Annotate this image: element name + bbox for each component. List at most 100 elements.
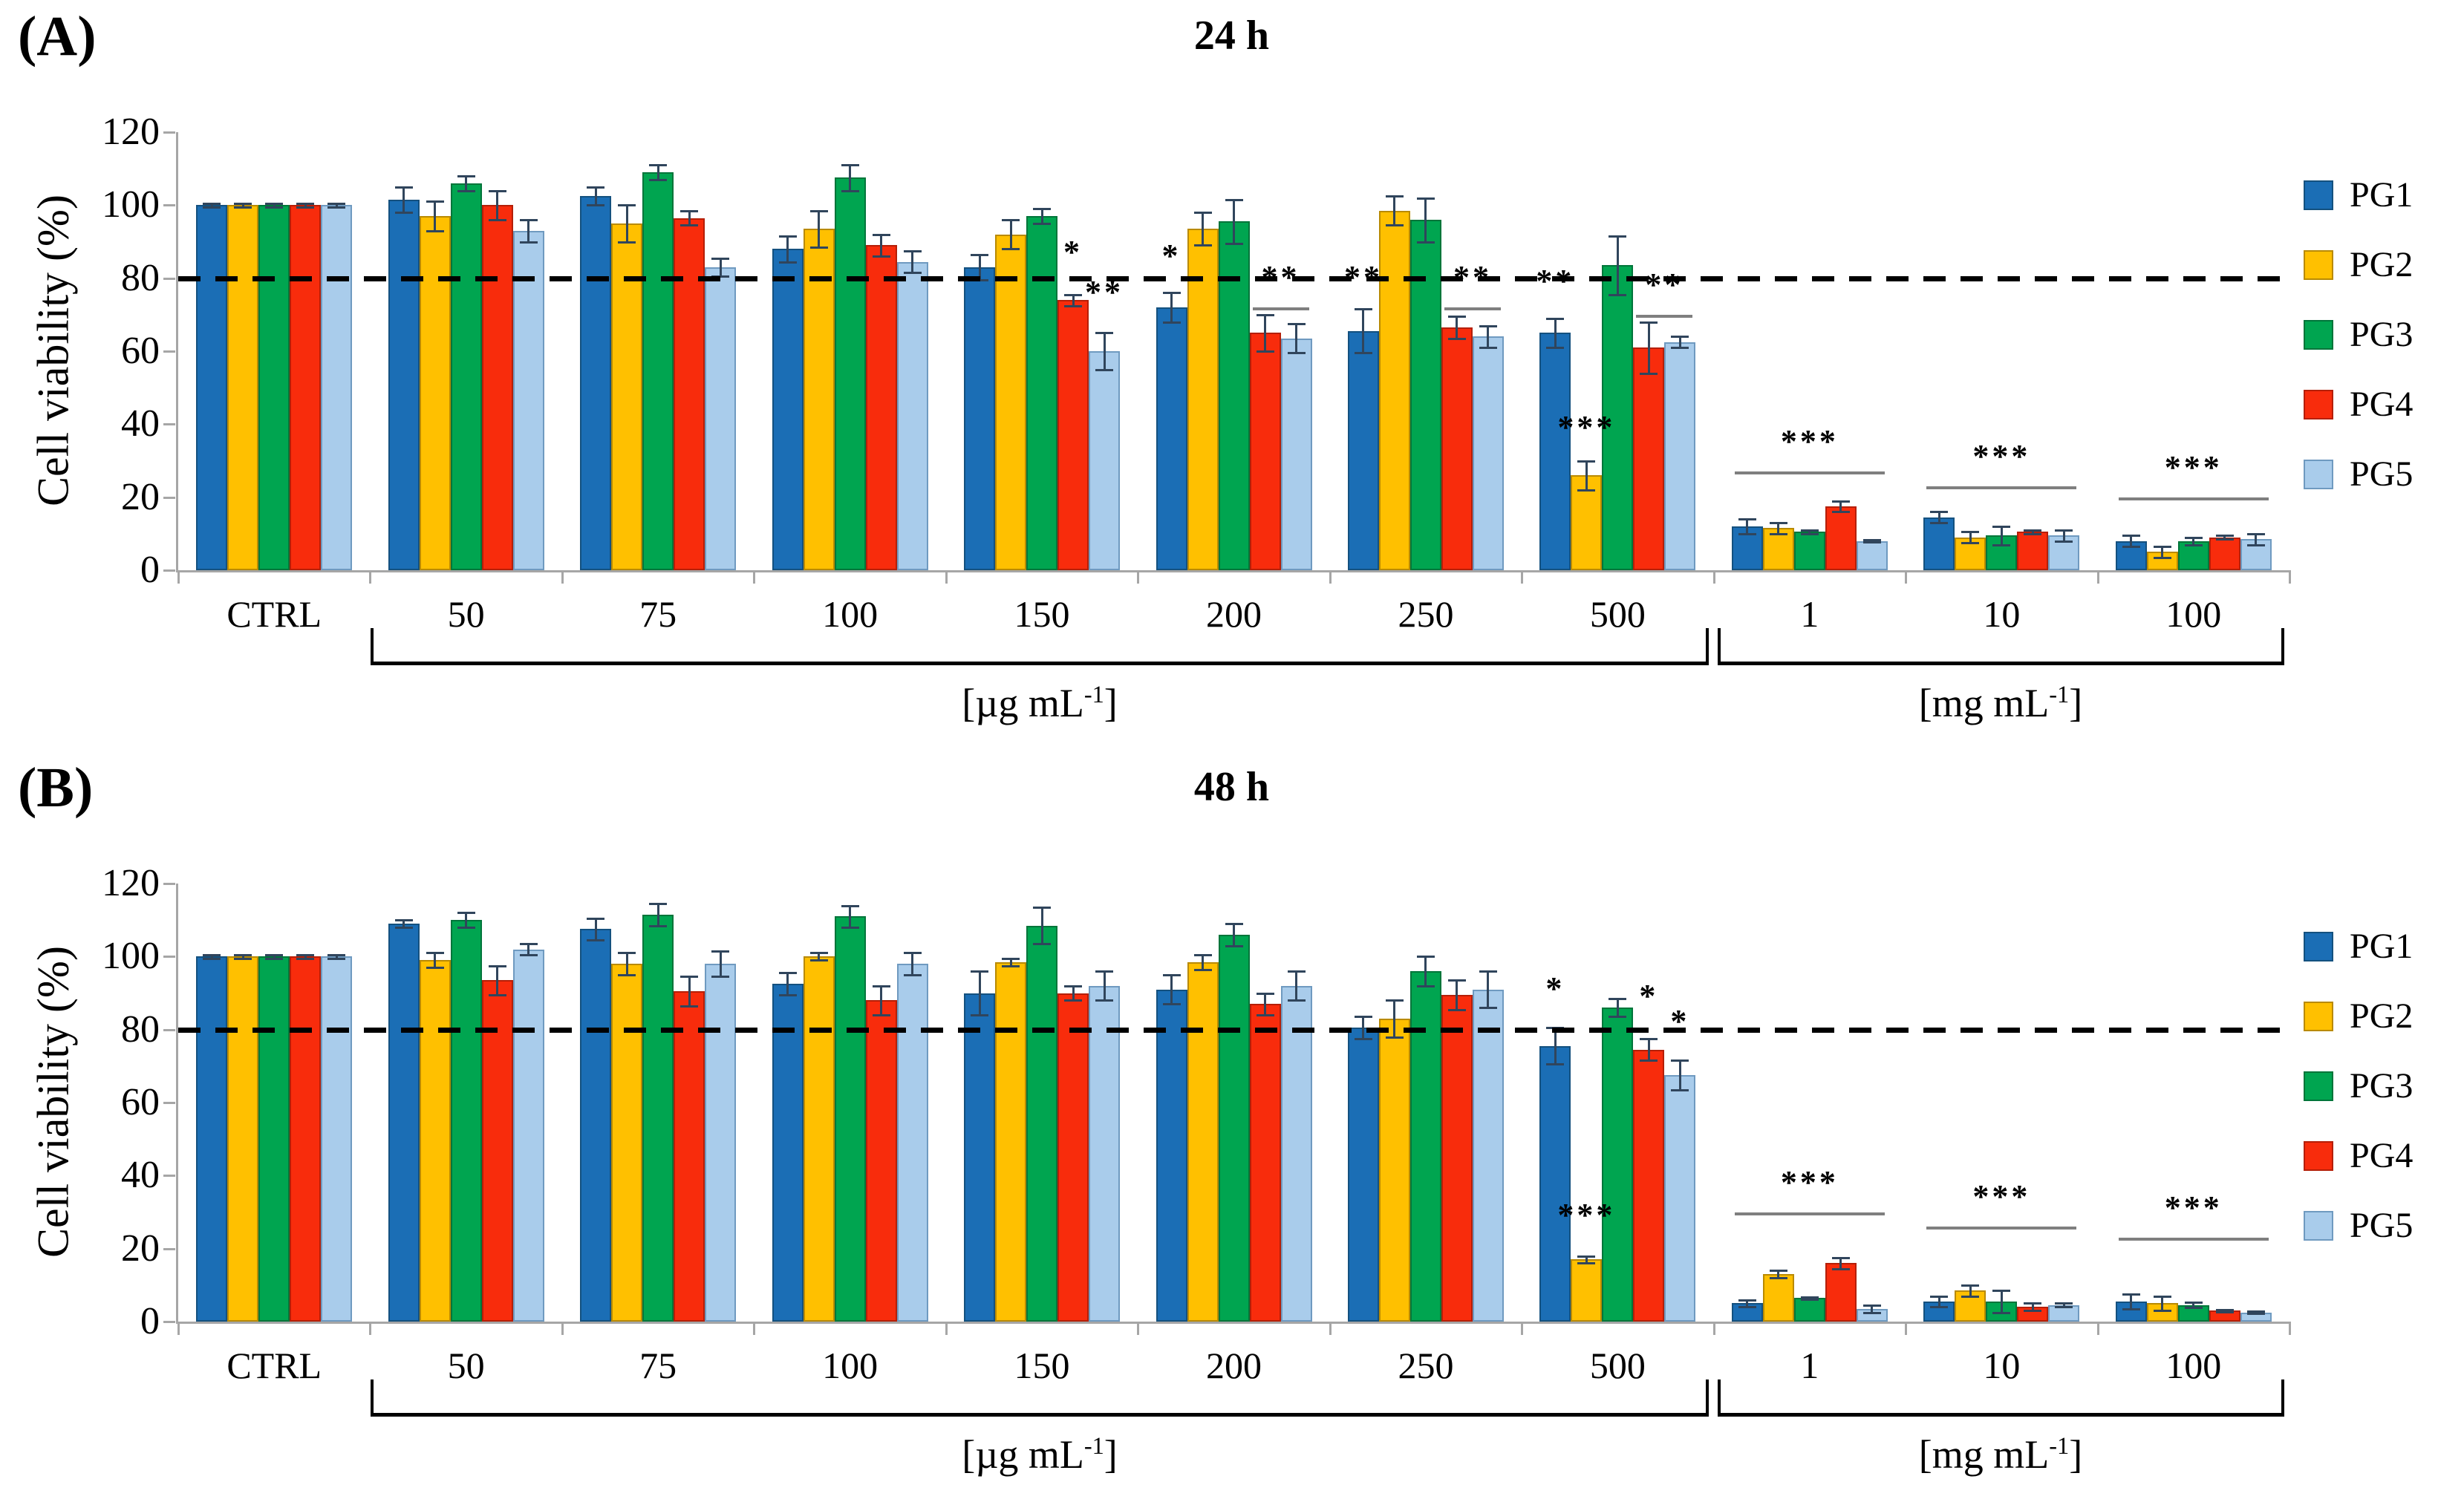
error-bar-cap <box>1225 198 1243 201</box>
mg-unit-sup: -1 <box>2049 682 2070 708</box>
error-bar <box>2062 1303 2065 1307</box>
bar-pg5-1 <box>1856 541 1888 570</box>
error-bar <box>210 203 213 207</box>
error-bar <box>1585 460 1588 490</box>
error-bar <box>625 953 628 975</box>
error-bar <box>1678 336 1681 348</box>
significance-line <box>1734 1212 1885 1215</box>
legend-label: PG3 <box>2350 315 2414 354</box>
error-bar <box>1393 196 1396 226</box>
panel-b-label: (B) <box>18 757 94 819</box>
error-bar <box>2223 535 2226 540</box>
error-bar-cap <box>203 957 221 960</box>
error-bar-cap <box>519 953 538 956</box>
error-bar-cap <box>234 957 252 960</box>
y-tick-label: 80 <box>121 1008 160 1051</box>
y-tick-mark <box>163 1175 175 1178</box>
error-bar <box>1424 197 1427 242</box>
legend: PG1 PG2 PG3 PG4 PG5 <box>2304 175 2414 527</box>
error-bar-cap <box>1961 1295 1980 1298</box>
error-bar <box>1746 1299 1749 1307</box>
bar-pg4-200 <box>1249 1004 1281 1322</box>
error-bar-cap <box>488 993 506 996</box>
x-category-label: 10 <box>1983 593 2021 635</box>
error-bar-cap <box>457 912 475 915</box>
ug-unit-close: ] <box>1104 681 1118 725</box>
bar-pg3-CTRL <box>258 956 290 1322</box>
error-bar-cap <box>1831 1267 1850 1270</box>
error-bar <box>335 203 338 207</box>
error-bar-cap <box>649 164 668 167</box>
error-bar <box>2130 1294 2133 1309</box>
x-tick-mark <box>1712 1322 1715 1335</box>
bar-pg2-200 <box>1187 229 1219 570</box>
error-bar-cap <box>1095 999 1114 1002</box>
bar-pg4-500 <box>1633 347 1665 570</box>
bar-pg4-50 <box>481 980 513 1322</box>
bar-pg1-CTRL <box>196 205 228 570</box>
error-bar-cap <box>778 235 797 238</box>
error-bar-cap <box>1162 321 1181 324</box>
error-bar-cap <box>1095 332 1114 335</box>
error-bar-cap <box>1193 968 1212 971</box>
error-bar-cap <box>587 186 605 189</box>
error-bar-cap <box>2215 1310 2234 1313</box>
legend-label: PG1 <box>2350 175 2414 215</box>
error-bar-cap <box>519 219 538 221</box>
error-bar-cap <box>296 953 315 956</box>
y-tick-label: 100 <box>102 183 160 226</box>
error-bar-cap <box>1033 906 1052 909</box>
error-bar-cap <box>2246 1310 2265 1313</box>
bar-pg5-50 <box>512 230 544 570</box>
error-bar <box>1647 1038 1650 1061</box>
error-bar-cap <box>809 246 828 249</box>
error-bar-cap <box>1546 317 1565 320</box>
error-bar-cap <box>2024 532 2042 535</box>
legend-swatch-pg5 <box>2304 1211 2333 1241</box>
error-bar-cap <box>1671 1059 1689 1062</box>
error-bar-cap <box>680 1005 699 1008</box>
error-bar-cap <box>841 927 859 929</box>
bar-pg2-250 <box>1378 1018 1410 1322</box>
x-category-label: 150 <box>1014 1345 1070 1386</box>
error-bar <box>786 236 789 262</box>
x-tick-mark <box>561 570 564 584</box>
error-bar-cap <box>971 253 989 256</box>
bar-pg2-150 <box>995 234 1027 570</box>
error-bar-cap <box>1862 1304 1881 1307</box>
error-bar <box>1424 956 1427 986</box>
error-bar <box>911 250 914 273</box>
error-bar-cap <box>649 924 668 927</box>
significance-marker: ** <box>1085 273 1124 310</box>
error-bar <box>1839 500 1842 512</box>
error-bar <box>1009 220 1012 249</box>
x-tick-mark <box>2289 570 2291 584</box>
error-bar <box>1170 293 1173 322</box>
error-bar <box>465 176 468 191</box>
bar-pg3-75 <box>642 914 674 1322</box>
bar-pg5-200 <box>1280 338 1312 570</box>
error-bar <box>978 254 981 281</box>
legend-swatch-pg1 <box>2304 180 2333 210</box>
significance-marker: ** <box>1343 259 1383 296</box>
bar-pg3-150 <box>1026 216 1058 570</box>
bar-pg4-100 <box>865 1000 897 1322</box>
bar-pg1-500 <box>1539 333 1571 570</box>
error-bar-cap <box>2055 529 2073 532</box>
error-bar-cap <box>1095 970 1114 973</box>
bar-pg3-500 <box>1602 265 1634 570</box>
bar-pg4-1 <box>1825 506 1857 570</box>
error-bar-cap <box>296 206 315 209</box>
bar-pg1-250 <box>1347 1028 1379 1322</box>
error-bar-cap <box>903 952 922 955</box>
error-bar-cap <box>1162 973 1181 976</box>
error-bar <box>1647 321 1650 373</box>
error-bar-cap <box>1002 964 1020 967</box>
error-bar-cap <box>2153 556 2171 559</box>
error-bar <box>1937 512 1940 523</box>
error-bar-cap <box>711 976 730 979</box>
error-bar-cap <box>618 952 636 955</box>
legend-label: PG2 <box>2350 996 2414 1036</box>
significance-line <box>1444 307 1501 310</box>
